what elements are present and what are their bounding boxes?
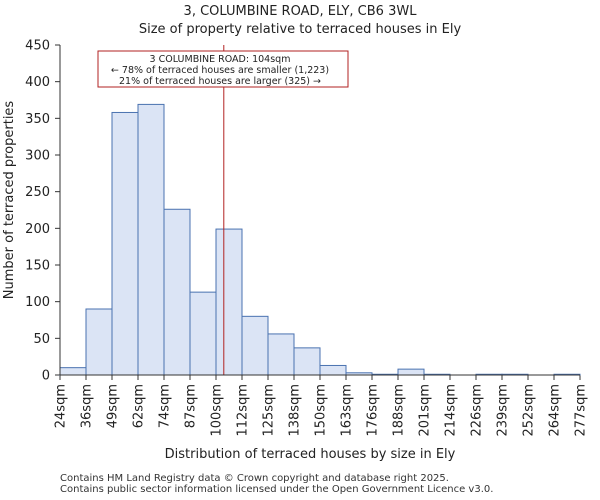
annotation-line-1: 3 COLUMBINE ROAD: 104sqm [150,54,291,65]
y-tick-label-350: 350 [25,112,50,127]
marker-group: 3 COLUMBINE ROAD: 104sqm← 78% of terrace… [97,45,349,375]
axis-labels: Distribution of terraced houses by size … [2,101,456,462]
x-tick-label-188sqm: 188sqm [392,384,407,437]
x-tick-label-226sqm: 226sqm [470,384,485,437]
x-tick-label-87sqm: 87sqm [184,384,199,428]
y-tick-label-450: 450 [25,39,50,54]
bar-87sqm [189,291,217,376]
bar-112sqm [241,315,269,376]
x-tick-label-277sqm: 277sqm [574,384,589,437]
x-tick-label-112sqm: 112sqm [236,384,251,437]
axes [59,45,580,376]
chart-subtitle: Size of property relative to terraced ho… [138,22,462,37]
x-tick-label-100sqm: 100sqm [210,384,225,437]
x-tick-label-239sqm: 239sqm [496,384,511,437]
x-tick-label-24sqm: 24sqm [54,384,69,428]
x-axis-title: Distribution of terraced houses by size … [165,447,456,462]
bar-150sqm [319,364,347,376]
footer-line-2: Contains public sector information licen… [60,484,494,495]
x-tick-label-74sqm: 74sqm [158,384,173,428]
bar-62sqm [137,103,165,376]
x-tick-label-163sqm: 163sqm [340,384,355,437]
y-tick-label-200: 200 [25,222,50,237]
annotation-line-3: 21% of terraced houses are larger (325) … [119,76,321,87]
bar-49sqm [111,111,139,376]
y-tick-label-50: 50 [33,332,50,347]
chart-title: 3, COLUMBINE ROAD, ELY, CB6 3WL [183,4,417,19]
x-tick-label-36sqm: 36sqm [80,384,95,428]
y-axis-title: Number of terraced properties [2,101,17,300]
x-tick-label-252sqm: 252sqm [522,384,537,437]
footer-line-1: Contains HM Land Registry data © Crown c… [60,473,449,484]
y-tick-label-300: 300 [25,149,50,164]
y-tick-label-250: 250 [25,185,50,200]
bar-24sqm [59,367,87,376]
annotation-box [97,50,349,88]
y-tick-label-0: 0 [42,369,50,384]
x-tick-label-138sqm: 138sqm [288,384,303,437]
x-tick-label-264sqm: 264sqm [548,384,563,437]
annotation-line-2: ← 78% of terraced houses are smaller (1,… [111,65,329,76]
y-axis-ticks: 0 50 100 150 200 250 300 350 400 450 24sqm 36sqm 49s… [25,39,588,437]
x-tick-label-62sqm: 62sqm [132,384,147,428]
bar-125sqm [267,333,295,376]
bar-36sqm [85,308,113,376]
y-tick-label-400: 400 [25,75,50,90]
x-tick-label-125sqm: 125sqm [262,384,277,437]
bar-188sqm [397,368,425,376]
x-tick-label-150sqm: 150sqm [314,384,329,437]
bar-100sqm [215,228,243,376]
y-tick-label-150: 150 [25,259,50,274]
y-tick-label-100: 100 [25,295,50,310]
bar-138sqm [293,347,321,376]
bars [59,103,581,376]
x-tick-label-176sqm: 176sqm [366,384,381,437]
x-tick-label-201sqm: 201sqm [418,384,433,437]
x-tick-label-214sqm: 214sqm [444,384,459,437]
x-tick-label-49sqm: 49sqm [106,384,121,428]
bar-74sqm [163,208,191,376]
